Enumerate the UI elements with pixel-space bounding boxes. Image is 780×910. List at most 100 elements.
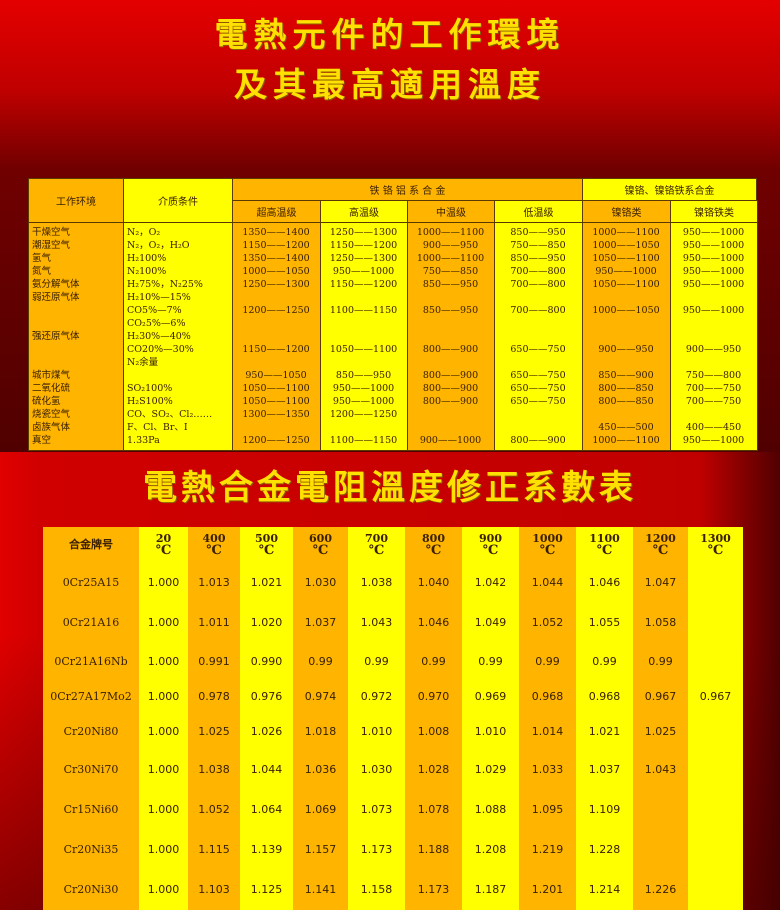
header-temperature: 500 ℃ <box>240 527 293 558</box>
celsius-unit: ℃ <box>312 543 329 558</box>
temperature-range: 700——800 <box>510 266 566 277</box>
temperature-range: 1200——1250 <box>242 435 310 446</box>
env-name: 氢气 <box>32 253 52 264</box>
table-column <box>494 222 583 451</box>
correction-factor: 1.044 <box>531 576 564 589</box>
title-resistance-table: 電熱合金電阻溫度修正系數表 <box>143 468 637 508</box>
correction-factor: 1.000 <box>147 803 180 816</box>
celsius-unit: ℃ <box>707 543 724 558</box>
temperature-value: 20 <box>155 532 172 545</box>
table-column <box>43 527 139 910</box>
correction-factor: 0.972 <box>360 690 393 703</box>
temperature-range: 950——1000 <box>595 266 657 277</box>
alloy-name: 0Cr27A17Mo2 <box>50 690 132 703</box>
correction-factor: 1.219 <box>531 843 564 856</box>
temperature-range: 900——950 <box>685 344 742 355</box>
temperature-range: 1250——1300 <box>242 279 310 290</box>
temperature-range: 1350——1400 <box>242 253 310 264</box>
temperature-range: 950——1000 <box>682 227 745 238</box>
correction-factor: 1.046 <box>417 616 450 629</box>
correction-factor: 1.043 <box>644 763 677 776</box>
correction-factor: 1.158 <box>360 883 393 896</box>
table-column <box>633 527 688 910</box>
correction-factor: 1.188 <box>417 843 450 856</box>
correction-factor: 1.025 <box>198 725 230 738</box>
temperature-range: 1050——1100 <box>242 383 310 394</box>
correction-factor: 1.064 <box>250 803 283 816</box>
correction-factor: 1.049 <box>474 616 507 629</box>
temperature-range: 1000——1050 <box>242 266 310 277</box>
temperature-range: 950——1000 <box>682 253 745 264</box>
correction-factor: 1.047 <box>644 576 677 589</box>
env-name: 城市煤气 <box>32 370 71 381</box>
temperature-range: 1050——1100 <box>329 344 398 355</box>
alloy-name: Cr15Ni60 <box>63 803 119 816</box>
correction-factor: 1.208 <box>474 843 507 856</box>
correction-factor: 0.99 <box>535 655 560 668</box>
header-nicr-group: 镍铬、镍铬铁系合金 <box>582 178 757 201</box>
temperature-range: 1000——1100 <box>592 435 660 446</box>
celsius-unit: ℃ <box>258 543 275 558</box>
correction-factor: 1.042 <box>474 576 507 589</box>
header-temperature: 1100 ℃ <box>576 527 633 558</box>
correction-factor: 1.187 <box>474 883 507 896</box>
temperature-range: 650——750 <box>510 396 566 407</box>
medium-condition: N₂，O₂，H₂O <box>127 240 190 251</box>
header-grade: 镍铬铁类 <box>670 200 758 223</box>
temperature-range: 800——900 <box>422 370 479 381</box>
table-column <box>139 527 188 910</box>
correction-factor: 1.021 <box>250 576 283 589</box>
temperature-range: 900——1000 <box>419 435 482 446</box>
medium-condition: 1.33Pa <box>127 435 160 446</box>
alloy-name: 0Cr25A15 <box>62 576 120 589</box>
temperature-range: 800——900 <box>422 344 479 355</box>
alloy-name: Cr20Ni30 <box>63 883 119 896</box>
temperature-range: 800——850 <box>598 396 654 407</box>
correction-factor: 0.974 <box>304 690 337 703</box>
correction-factor: 1.014 <box>531 725 564 738</box>
header-temperature: 900 ℃ <box>462 527 519 558</box>
temperature-range: 700——750 <box>685 383 742 394</box>
correction-factor: 1.038 <box>360 576 393 589</box>
correction-factor: 0.968 <box>531 690 564 703</box>
header-temperature: 20 ℃ <box>139 527 188 558</box>
env-name: 氨分解气体 <box>32 279 80 290</box>
table-column <box>519 527 576 910</box>
table-column <box>28 222 124 451</box>
table-column <box>688 527 743 910</box>
correction-factor: 1.073 <box>360 803 393 816</box>
medium-condition: N₂100% <box>127 266 167 277</box>
medium-condition: SO₂100% <box>127 383 173 394</box>
celsius-unit: ℃ <box>206 543 222 558</box>
medium-condition: H₂30%—40% <box>127 331 191 342</box>
temperature-range: 700——800 <box>510 279 566 290</box>
correction-factor: 1.037 <box>588 763 621 776</box>
temperature-value: 600 <box>309 532 332 545</box>
temperature-range: 1150——1200 <box>329 240 398 251</box>
env-name: 真空 <box>32 435 52 446</box>
correction-factor: 1.201 <box>531 883 564 896</box>
temperature-value: 1300 <box>700 532 731 545</box>
medium-condition: N₂，O₂ <box>127 227 161 238</box>
correction-factor: 1.000 <box>147 725 180 738</box>
table-column <box>348 527 405 910</box>
correction-factor: 1.109 <box>588 803 621 816</box>
temperature-range: 800——900 <box>422 383 479 394</box>
correction-factor: 1.052 <box>198 803 230 816</box>
correction-factor: 1.095 <box>531 803 564 816</box>
temperature-range: 700——750 <box>685 396 742 407</box>
alloy-name: 0Cr21A16Nb <box>54 655 128 668</box>
temperature-range: 950——1000 <box>332 266 395 277</box>
header-temperature: 600 ℃ <box>293 527 348 558</box>
temperature-range: 850——950 <box>422 279 479 290</box>
temperature-range: 650——750 <box>510 383 566 394</box>
temperature-range: 950——1050 <box>245 370 307 381</box>
header-fecral-group: 铁 铬 铝 系 合 金 <box>232 178 583 201</box>
table-column <box>405 527 462 910</box>
correction-factor: 1.021 <box>588 725 621 738</box>
temperature-range: 800——900 <box>422 396 479 407</box>
header-grade: 高温级 <box>320 200 408 223</box>
correction-factor: 1.018 <box>304 725 337 738</box>
table-column <box>123 222 233 451</box>
correction-factor: 1.000 <box>147 616 180 629</box>
